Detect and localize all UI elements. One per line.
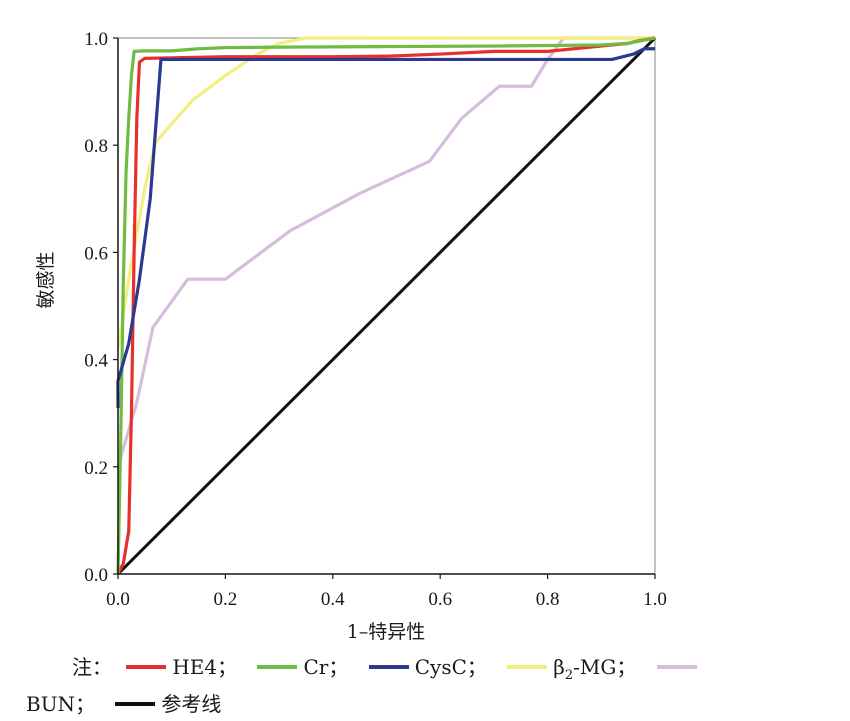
x-ticks: 0.0 0.2 0.4 0.6 0.8 1.0 xyxy=(106,574,667,610)
y-tick-label: 0.4 xyxy=(84,351,108,372)
legend-line-2: BUN； 参考线 xyxy=(26,687,227,721)
y-axis-title: 敏感性 xyxy=(35,251,57,308)
x-axis-title: 1–特异性 xyxy=(347,621,426,643)
legend-swatch-he4 xyxy=(126,664,167,669)
y-tick-label: 0.2 xyxy=(84,458,108,479)
series-line-b2mg xyxy=(116,36,655,350)
legend-item-bun-swatch xyxy=(649,650,703,684)
legend-item-b2mg: β2-MG； xyxy=(499,650,636,688)
y-tick-label: 0.8 xyxy=(84,136,108,157)
legend-label-b2mg: β xyxy=(553,655,565,679)
x-tick-label: 0.8 xyxy=(536,589,560,610)
roc-chart: 0.0 0.2 0.4 0.6 0.8 1.0 0.0 0.2 0.4 0.6 0.8 1.0 1–… xyxy=(35,29,667,643)
y-ticks: 0.0 0.2 0.4 0.6 0.8 1.0 xyxy=(84,29,118,586)
y-tick-label: 0.0 xyxy=(84,565,108,586)
legend-line-1: 注： HE4； Cr； CysC； β2-MG； xyxy=(72,650,709,688)
legend-prefix: 注： xyxy=(72,655,112,679)
x-tick-label: 1.0 xyxy=(643,589,667,610)
legend-sep: ； xyxy=(75,692,96,716)
y-tick-label: 0.6 xyxy=(84,243,108,264)
x-tick-label: 0.6 xyxy=(428,589,452,610)
x-tick-label: 0.2 xyxy=(214,589,238,610)
legend-item-cr: Cr； xyxy=(249,650,348,684)
legend-label-bun: BUN xyxy=(26,692,76,716)
legend-swatch-reference xyxy=(115,701,156,706)
legend: 注： HE4； Cr； CysC； β2-MG； BUN； 参考线 xyxy=(0,650,850,721)
series-line-reference xyxy=(116,36,657,576)
x-tick-label: 0.4 xyxy=(321,589,345,610)
legend-label-cr: Cr xyxy=(303,655,329,679)
legend-swatch-cysc xyxy=(368,664,409,669)
legend-item-bun: BUN； xyxy=(26,687,95,721)
legend-sep: ； xyxy=(616,655,637,679)
legend-label-cysc: CysC xyxy=(414,655,467,679)
series-layer xyxy=(116,36,657,576)
legend-label-b2mg-sub: 2 xyxy=(564,668,574,683)
legend-item-he4: HE4； xyxy=(118,650,237,684)
legend-item-cysc: CysC； xyxy=(361,650,487,684)
legend-item-reference: 参考线 xyxy=(107,687,221,721)
legend-label-b2mg-tail: -MG xyxy=(573,655,617,679)
y-tick-label: 1.0 xyxy=(84,29,108,50)
x-tick-label: 0.0 xyxy=(106,589,130,610)
legend-label-he4: HE4 xyxy=(172,655,218,679)
series-line-bun xyxy=(116,36,655,468)
legend-label-reference: 参考线 xyxy=(161,692,222,716)
legend-swatch-cr xyxy=(257,664,298,669)
legend-sep: ； xyxy=(217,655,238,679)
series-line-cr xyxy=(116,36,656,575)
legend-sep: ； xyxy=(466,655,487,679)
legend-sep: ； xyxy=(328,655,349,679)
legend-swatch-bun xyxy=(656,664,697,669)
legend-swatch-b2mg xyxy=(507,664,548,669)
series-line-cysc xyxy=(116,47,655,408)
